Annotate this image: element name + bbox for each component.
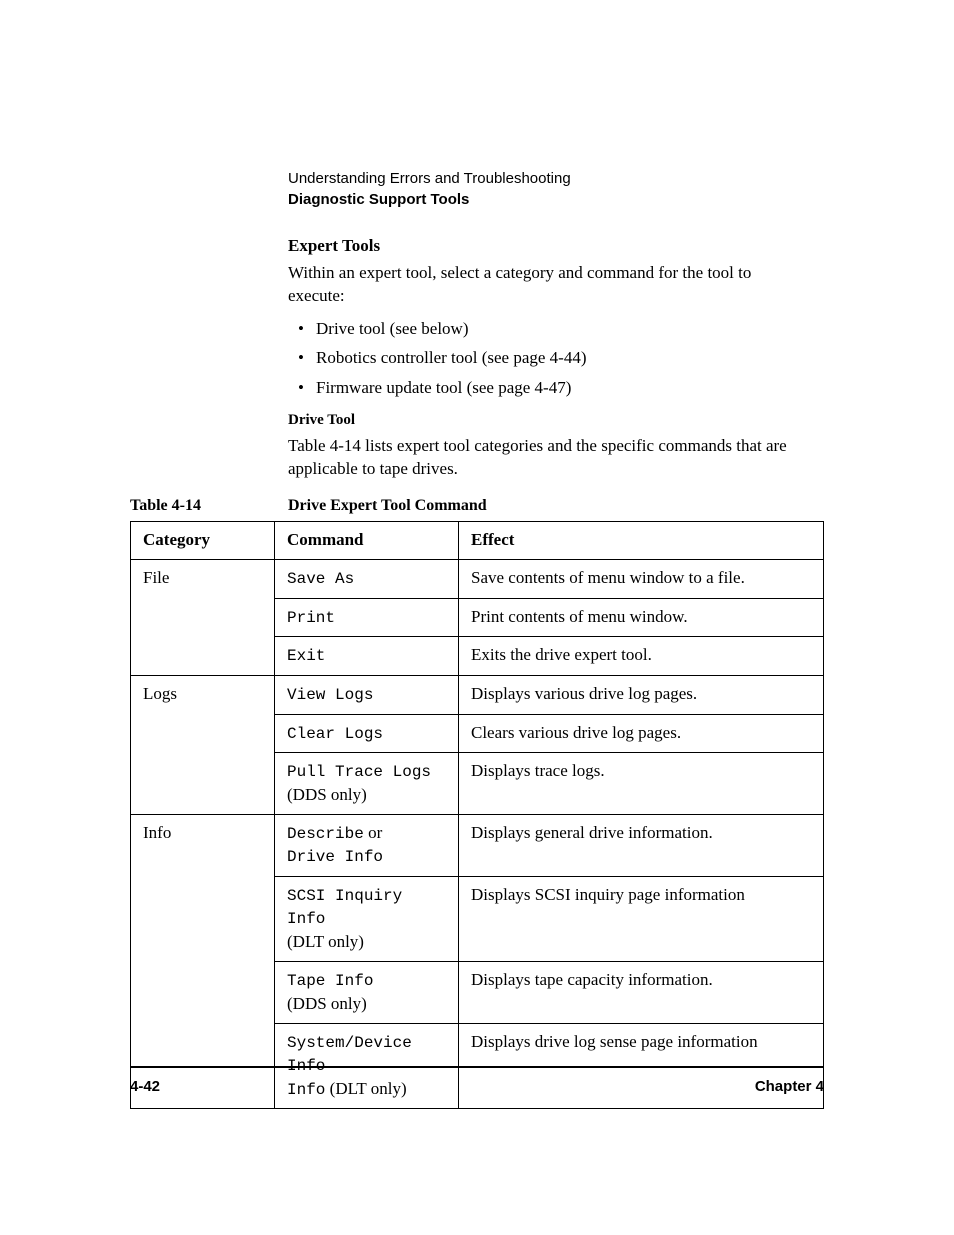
cell-category-empty bbox=[131, 598, 275, 637]
cmd-mono: Clear Logs bbox=[287, 725, 383, 743]
bullet-item: Firmware update tool (see page 4-47) bbox=[316, 375, 824, 401]
page-header: Understanding Errors and Troubleshooting… bbox=[288, 170, 824, 208]
cell-effect: Displays various drive log pages. bbox=[459, 675, 824, 714]
cell-effect: Displays tape capacity information. bbox=[459, 962, 824, 1024]
cell-category-empty bbox=[131, 876, 275, 961]
cmd-mono: View Logs bbox=[287, 686, 373, 704]
subsection-title-drive-tool: Drive Tool bbox=[288, 412, 824, 429]
cell-effect: Displays general drive information. bbox=[459, 814, 824, 876]
cmd-mono: Save As bbox=[287, 570, 354, 588]
table-header-row: Category Command Effect bbox=[131, 522, 824, 560]
cell-category: File bbox=[131, 560, 275, 599]
section-title-expert-tools: Expert Tools bbox=[288, 236, 824, 256]
chapter-label: Chapter 4 bbox=[755, 1078, 824, 1095]
drive-expert-tool-table: Category Command Effect File Save As Sav… bbox=[130, 521, 824, 1109]
page-number: 4-42 bbox=[130, 1078, 160, 1095]
cmd-mono: Exit bbox=[287, 647, 325, 665]
bullet-item: Drive tool (see below) bbox=[316, 316, 824, 342]
cell-category: Info bbox=[131, 814, 275, 876]
header-section: Diagnostic Support Tools bbox=[288, 191, 824, 208]
cell-effect: Clears various drive log pages. bbox=[459, 714, 824, 753]
cmd-note: (DDS only) bbox=[287, 994, 367, 1013]
table-row: Exit Exits the drive expert tool. bbox=[131, 637, 824, 676]
cell-command: Exit bbox=[275, 637, 459, 676]
table-row: Clear Logs Clears various drive log page… bbox=[131, 714, 824, 753]
cell-command: Tape Info (DDS only) bbox=[275, 962, 459, 1024]
cell-category-empty bbox=[131, 714, 275, 753]
bullet-item: Robotics controller tool (see page 4-44) bbox=[316, 345, 824, 371]
expert-tools-bullets: Drive tool (see below) Robotics controll… bbox=[288, 316, 824, 401]
cell-category-empty bbox=[131, 962, 275, 1024]
cell-effect: Print contents of menu window. bbox=[459, 598, 824, 637]
table-caption: Drive Expert Tool Command bbox=[288, 497, 487, 515]
cmd-mono: Describe bbox=[287, 825, 364, 843]
col-header-effect: Effect bbox=[459, 522, 824, 560]
cell-command: View Logs bbox=[275, 675, 459, 714]
col-header-command: Command bbox=[275, 522, 459, 560]
cell-command: Clear Logs bbox=[275, 714, 459, 753]
cell-category: Logs bbox=[131, 675, 275, 714]
cell-command: Describe or Drive Info bbox=[275, 814, 459, 876]
table-row: File Save As Save contents of menu windo… bbox=[131, 560, 824, 599]
cmd-note: (DDS only) bbox=[287, 785, 367, 804]
cmd-note-inline: or bbox=[364, 823, 382, 842]
cell-effect: Exits the drive expert tool. bbox=[459, 637, 824, 676]
cmd-note: (DLT only) bbox=[287, 932, 364, 951]
cell-effect: Displays trace logs. bbox=[459, 753, 824, 815]
cell-command: Pull Trace Logs (DDS only) bbox=[275, 753, 459, 815]
table-row: Info Describe or Drive Info Displays gene… bbox=[131, 814, 824, 876]
table-row: Logs View Logs Displays various drive lo… bbox=[131, 675, 824, 714]
table-caption-row: Table 4-14 Drive Expert Tool Command bbox=[130, 497, 824, 515]
table-row: Print Print contents of menu window. bbox=[131, 598, 824, 637]
cell-category-empty bbox=[131, 637, 275, 676]
table-row: Pull Trace Logs (DDS only) Displays trace… bbox=[131, 753, 824, 815]
cmd-mono: Tape Info bbox=[287, 972, 373, 990]
cell-category-empty bbox=[131, 753, 275, 815]
table-row: Tape Info (DDS only) Displays tape capaci… bbox=[131, 962, 824, 1024]
drive-tool-intro: Table 4-14 lists expert tool categories … bbox=[288, 435, 824, 481]
cell-command: Save As bbox=[275, 560, 459, 599]
cmd-mono: Pull Trace Logs bbox=[287, 763, 431, 781]
cell-command: SCSI Inquiry Info (DLT only) bbox=[275, 876, 459, 961]
cmd-mono: Print bbox=[287, 609, 335, 627]
header-chapter: Understanding Errors and Troubleshooting bbox=[288, 170, 824, 187]
cmd-mono: Drive Info bbox=[287, 848, 383, 866]
cell-command: Print bbox=[275, 598, 459, 637]
cmd-mono: SCSI Inquiry Info bbox=[287, 887, 402, 929]
cell-effect: Save contents of menu window to a file. bbox=[459, 560, 824, 599]
footer-rule bbox=[130, 1066, 824, 1068]
cell-effect: Displays SCSI inquiry page information bbox=[459, 876, 824, 961]
expert-tools-intro: Within an expert tool, select a category… bbox=[288, 262, 824, 308]
table-row: SCSI Inquiry Info (DLT only) Displays SCS… bbox=[131, 876, 824, 961]
page-footer: 4-42 Chapter 4 bbox=[130, 1066, 824, 1095]
col-header-category: Category bbox=[131, 522, 275, 560]
table-number: Table 4-14 bbox=[130, 497, 288, 515]
